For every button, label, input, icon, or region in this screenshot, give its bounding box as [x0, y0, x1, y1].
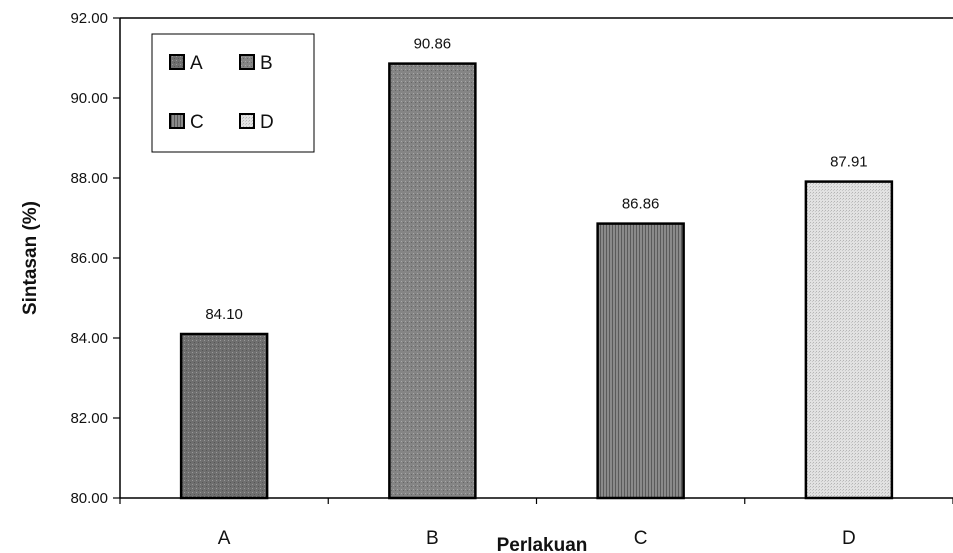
- bar-a: [179, 332, 269, 500]
- x-axis-ticks: [119, 498, 953, 504]
- data-label: 87.91: [830, 154, 868, 171]
- data-label: 90.86: [414, 36, 452, 53]
- x-category-label: D: [842, 528, 856, 549]
- y-tick-label: 80.00: [70, 490, 108, 507]
- legend-swatch-d: [239, 113, 255, 129]
- x-category-label: C: [634, 528, 648, 549]
- bar-b: [388, 62, 477, 500]
- legend-label: B: [260, 53, 273, 74]
- y-tick-label: 86.00: [70, 250, 108, 267]
- legend-label: D: [260, 112, 274, 133]
- x-category-label: B: [426, 528, 439, 549]
- y-tick-label: 84.00: [70, 330, 108, 347]
- data-label: 84.10: [205, 306, 243, 323]
- legend-swatch-c: [169, 113, 185, 129]
- legend-label: C: [190, 112, 204, 133]
- x-category-label: A: [218, 528, 231, 549]
- legend-label: A: [190, 53, 203, 74]
- legend-swatch-a: [169, 54, 185, 70]
- y-tick-label: 82.00: [70, 410, 108, 427]
- y-axis-ticks: 80.00 82.00 84.00 86.00 88.00 90.00 92.00: [70, 10, 120, 507]
- legend-swatch-b: [239, 54, 255, 70]
- legend: A B C D: [151, 33, 315, 153]
- bar-c: [596, 222, 685, 500]
- x-axis-title: Perlakuan: [497, 535, 588, 553]
- y-axis-title: Sintasan (%): [20, 201, 41, 315]
- bars: 84.10 A 90.86 B 86.86 C 87.91 D: [179, 36, 894, 549]
- y-tick-label: 90.00: [70, 90, 108, 107]
- bar-d: [804, 180, 894, 500]
- y-tick-label: 88.00: [70, 170, 108, 187]
- data-label: 86.86: [622, 196, 660, 213]
- y-tick-label: 92.00: [70, 10, 108, 27]
- legend-box: [151, 33, 315, 153]
